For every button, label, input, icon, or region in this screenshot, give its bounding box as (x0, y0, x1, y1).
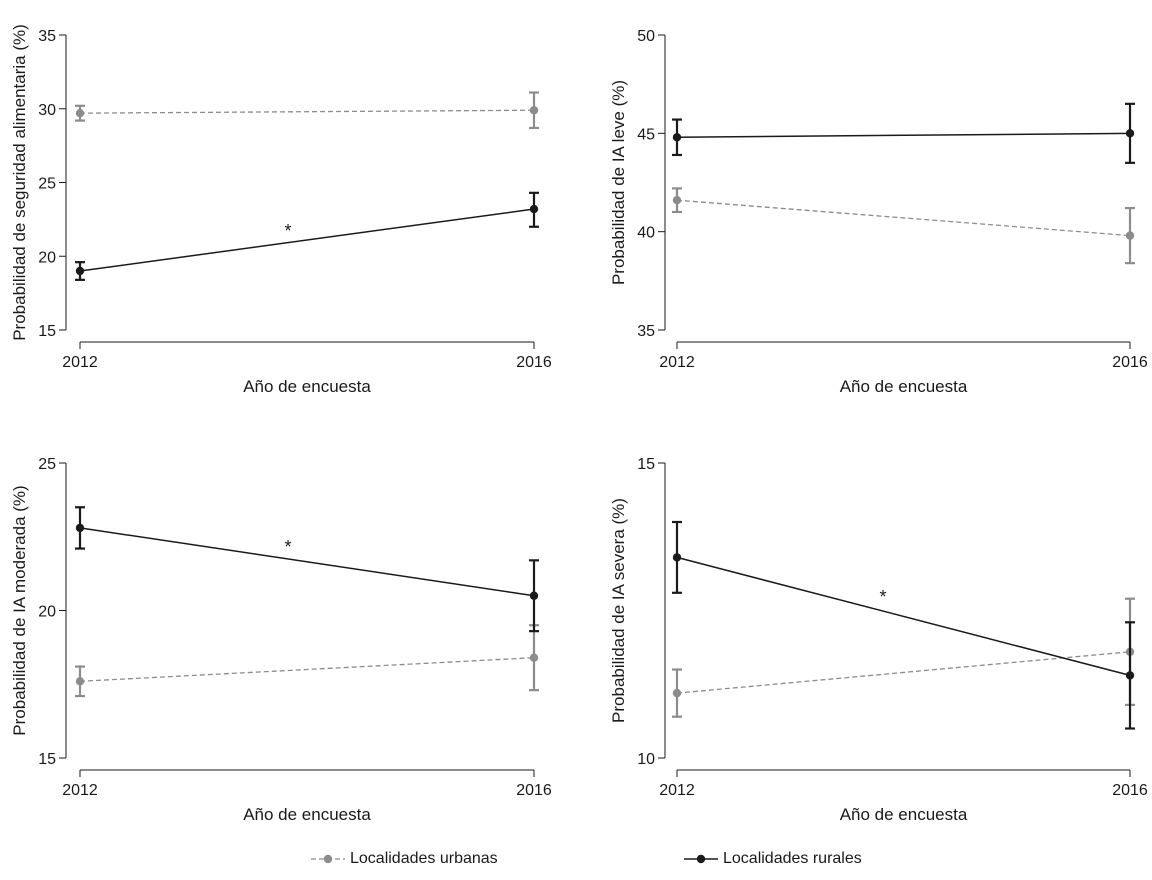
data-point-rural (672, 133, 682, 142)
legend-urban-swatch-icon (311, 854, 345, 864)
data-point-urban (529, 106, 539, 115)
y-tick-label: 50 (637, 28, 655, 45)
data-point-rural (529, 204, 539, 214)
x-axis-label: Año de encuesta (243, 805, 371, 824)
legend-item-urban: Localidades urbanas (310, 850, 498, 868)
data-point-rural (672, 553, 682, 562)
data-point-urban (1125, 231, 1135, 240)
series-line-urban (676, 199, 1131, 237)
x-tick-label: 2012 (62, 354, 98, 371)
legend-label-urban: Localidades urbanas (350, 850, 498, 867)
y-tick-label: 25 (38, 176, 56, 193)
series-line-urban (676, 651, 1131, 694)
series-line-urban (79, 657, 535, 682)
x-tick-label: 2012 (659, 354, 695, 371)
y-tick-label: 35 (637, 323, 655, 340)
x-tick-label: 2012 (659, 782, 695, 799)
legend-item-rural: Localidades rurales (683, 850, 862, 868)
y-axis-label: Probabilidad de IA leve (%) (609, 80, 628, 285)
y-tick-label: 15 (38, 751, 56, 768)
y-tick-label: 15 (38, 323, 56, 340)
y-axis-label: Probabilidad de IA moderada (%) (10, 485, 29, 735)
series-line-rural (676, 132, 1131, 139)
data-point-urban (75, 108, 85, 118)
x-tick-label: 2012 (62, 782, 98, 799)
x-axis-label: Año de encuesta (840, 805, 968, 824)
data-point-rural (1125, 129, 1135, 138)
x-tick-label: 2016 (1112, 782, 1148, 799)
x-tick-label: 2016 (1112, 354, 1148, 371)
significance-marker: * (284, 537, 291, 557)
panel-3: 15 20 25 2012 2016 Año de encuesta Probabilida… (10, 456, 552, 824)
data-point-rural (529, 591, 539, 600)
y-axis-label: Probabilidad de seguridad alimentaria (%… (10, 24, 29, 341)
y-tick-label: 45 (637, 126, 655, 143)
significance-marker: * (879, 587, 886, 607)
series-line-rural (79, 527, 535, 597)
data-point-rural (1125, 671, 1135, 680)
legend-label-rural: Localidades rurales (723, 850, 862, 867)
panel-4: 10 15 2012 2016 Año de encuesta Probabilidad … (609, 456, 1148, 824)
y-tick-label: 20 (38, 249, 56, 266)
data-point-urban (529, 653, 539, 662)
y-tick-label: 30 (38, 102, 56, 119)
x-axis-label: Año de encuesta (840, 377, 968, 396)
series-line-rural (676, 556, 1131, 677)
data-point-rural (75, 266, 85, 276)
y-tick-label: 10 (637, 751, 655, 768)
series-line-rural (79, 208, 535, 272)
y-tick-label: 15 (637, 456, 655, 473)
data-point-rural (75, 523, 85, 533)
data-point-urban (672, 688, 682, 698)
x-axis-label: Año de encuesta (243, 377, 371, 396)
series-line-urban (79, 109, 535, 114)
panel-1: 15 20 25 30 35 2012 2016 Año de encuesta Probabi… (10, 24, 552, 396)
x-tick-label: 2016 (516, 782, 552, 799)
y-tick-label: 40 (637, 225, 655, 242)
y-tick-label: 25 (38, 456, 56, 473)
panel-2: 35 40 45 50 2012 2016 Año de encuesta Probabili… (609, 28, 1148, 396)
x-tick-label: 2016 (516, 354, 552, 371)
legend-rural-swatch-icon (684, 854, 718, 864)
data-point-urban (75, 677, 85, 686)
legend: Localidades urbanas Localidades rurales (0, 850, 1152, 876)
y-axis-label: Probabilidad de IA severa (%) (609, 498, 628, 723)
data-point-urban (672, 196, 682, 205)
significance-marker: * (284, 221, 291, 241)
y-tick-label: 35 (38, 28, 56, 45)
y-tick-label: 20 (38, 604, 56, 621)
